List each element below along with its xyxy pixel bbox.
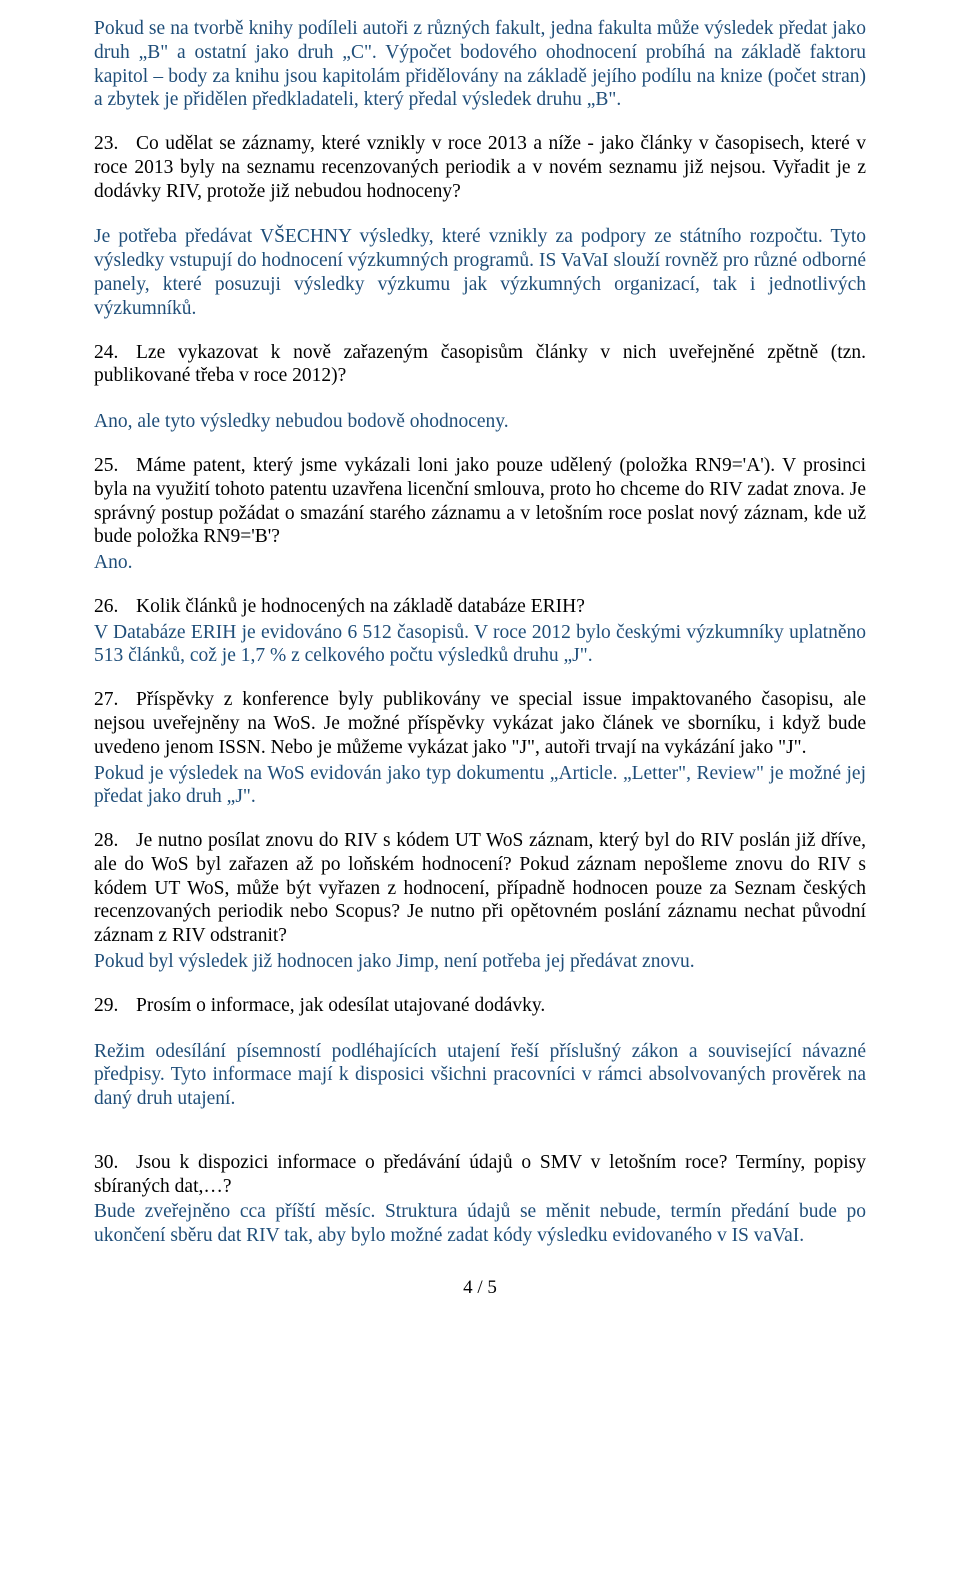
q24-num: 24. (94, 341, 136, 365)
q23-num: 23. (94, 132, 136, 156)
q27-text: Příspěvky z konference byly publikovány … (94, 689, 866, 758)
a26: V Databáze ERIH je evidováno 6 512 časop… (94, 621, 866, 669)
q30-text: Jsou k dispozici informace o předávání ú… (94, 1152, 866, 1197)
a30: Bude zveřejněno cca příští měsíc. Strukt… (94, 1200, 866, 1248)
a28: Pokud byl výsledek již hodnocen jako Jim… (94, 950, 866, 974)
q24-text: Lze vykazovat k nově zařazeným časopisům… (94, 342, 866, 387)
q28: 28.Je nutno posílat znovu do RIV s kódem… (94, 829, 866, 948)
q29: 29.Prosím o informace, jak odesílat utaj… (94, 994, 866, 1018)
q26-num: 26. (94, 595, 136, 619)
q26: 26.Kolik článků je hodnocených na základ… (94, 595, 866, 619)
a23: Je potřeba předávat VŠECHNY výsledky, kt… (94, 225, 866, 320)
q25-num: 25. (94, 454, 136, 478)
q29-text: Prosím o informace, jak odesílat utajova… (136, 995, 545, 1016)
a25: Ano. (94, 551, 866, 575)
q27: 27.Příspěvky z konference byly publiková… (94, 688, 866, 759)
q24: 24.Lze vykazovat k nově zařazeným časopi… (94, 341, 866, 389)
q25: 25.Máme patent, který jsme vykázali loni… (94, 454, 866, 549)
q30: 30.Jsou k dispozici informace o předáván… (94, 1151, 866, 1199)
q28-text: Je nutno posílat znovu do RIV s kódem UT… (94, 830, 866, 946)
page-footer: 4 / 5 (94, 1276, 866, 1299)
q28-num: 28. (94, 829, 136, 853)
a29: Režim odesílání písemností podléhajících… (94, 1040, 866, 1111)
a27: Pokud je výsledek na WoS evidován jako t… (94, 762, 866, 810)
q26-text: Kolik článků je hodnocených na základě d… (136, 596, 585, 617)
q30-num: 30. (94, 1151, 136, 1175)
q27-num: 27. (94, 688, 136, 712)
q23: 23.Co udělat se záznamy, které vznikly v… (94, 132, 866, 203)
answer-intro: Pokud se na tvorbě knihy podíleli autoři… (94, 17, 866, 112)
q23-text: Co udělat se záznamy, které vznikly v ro… (94, 133, 866, 202)
a24: Ano, ale tyto výsledky nebudou bodově oh… (94, 410, 866, 434)
q29-num: 29. (94, 994, 136, 1018)
q25-text: Máme patent, který jsme vykázali loni ja… (94, 455, 866, 547)
